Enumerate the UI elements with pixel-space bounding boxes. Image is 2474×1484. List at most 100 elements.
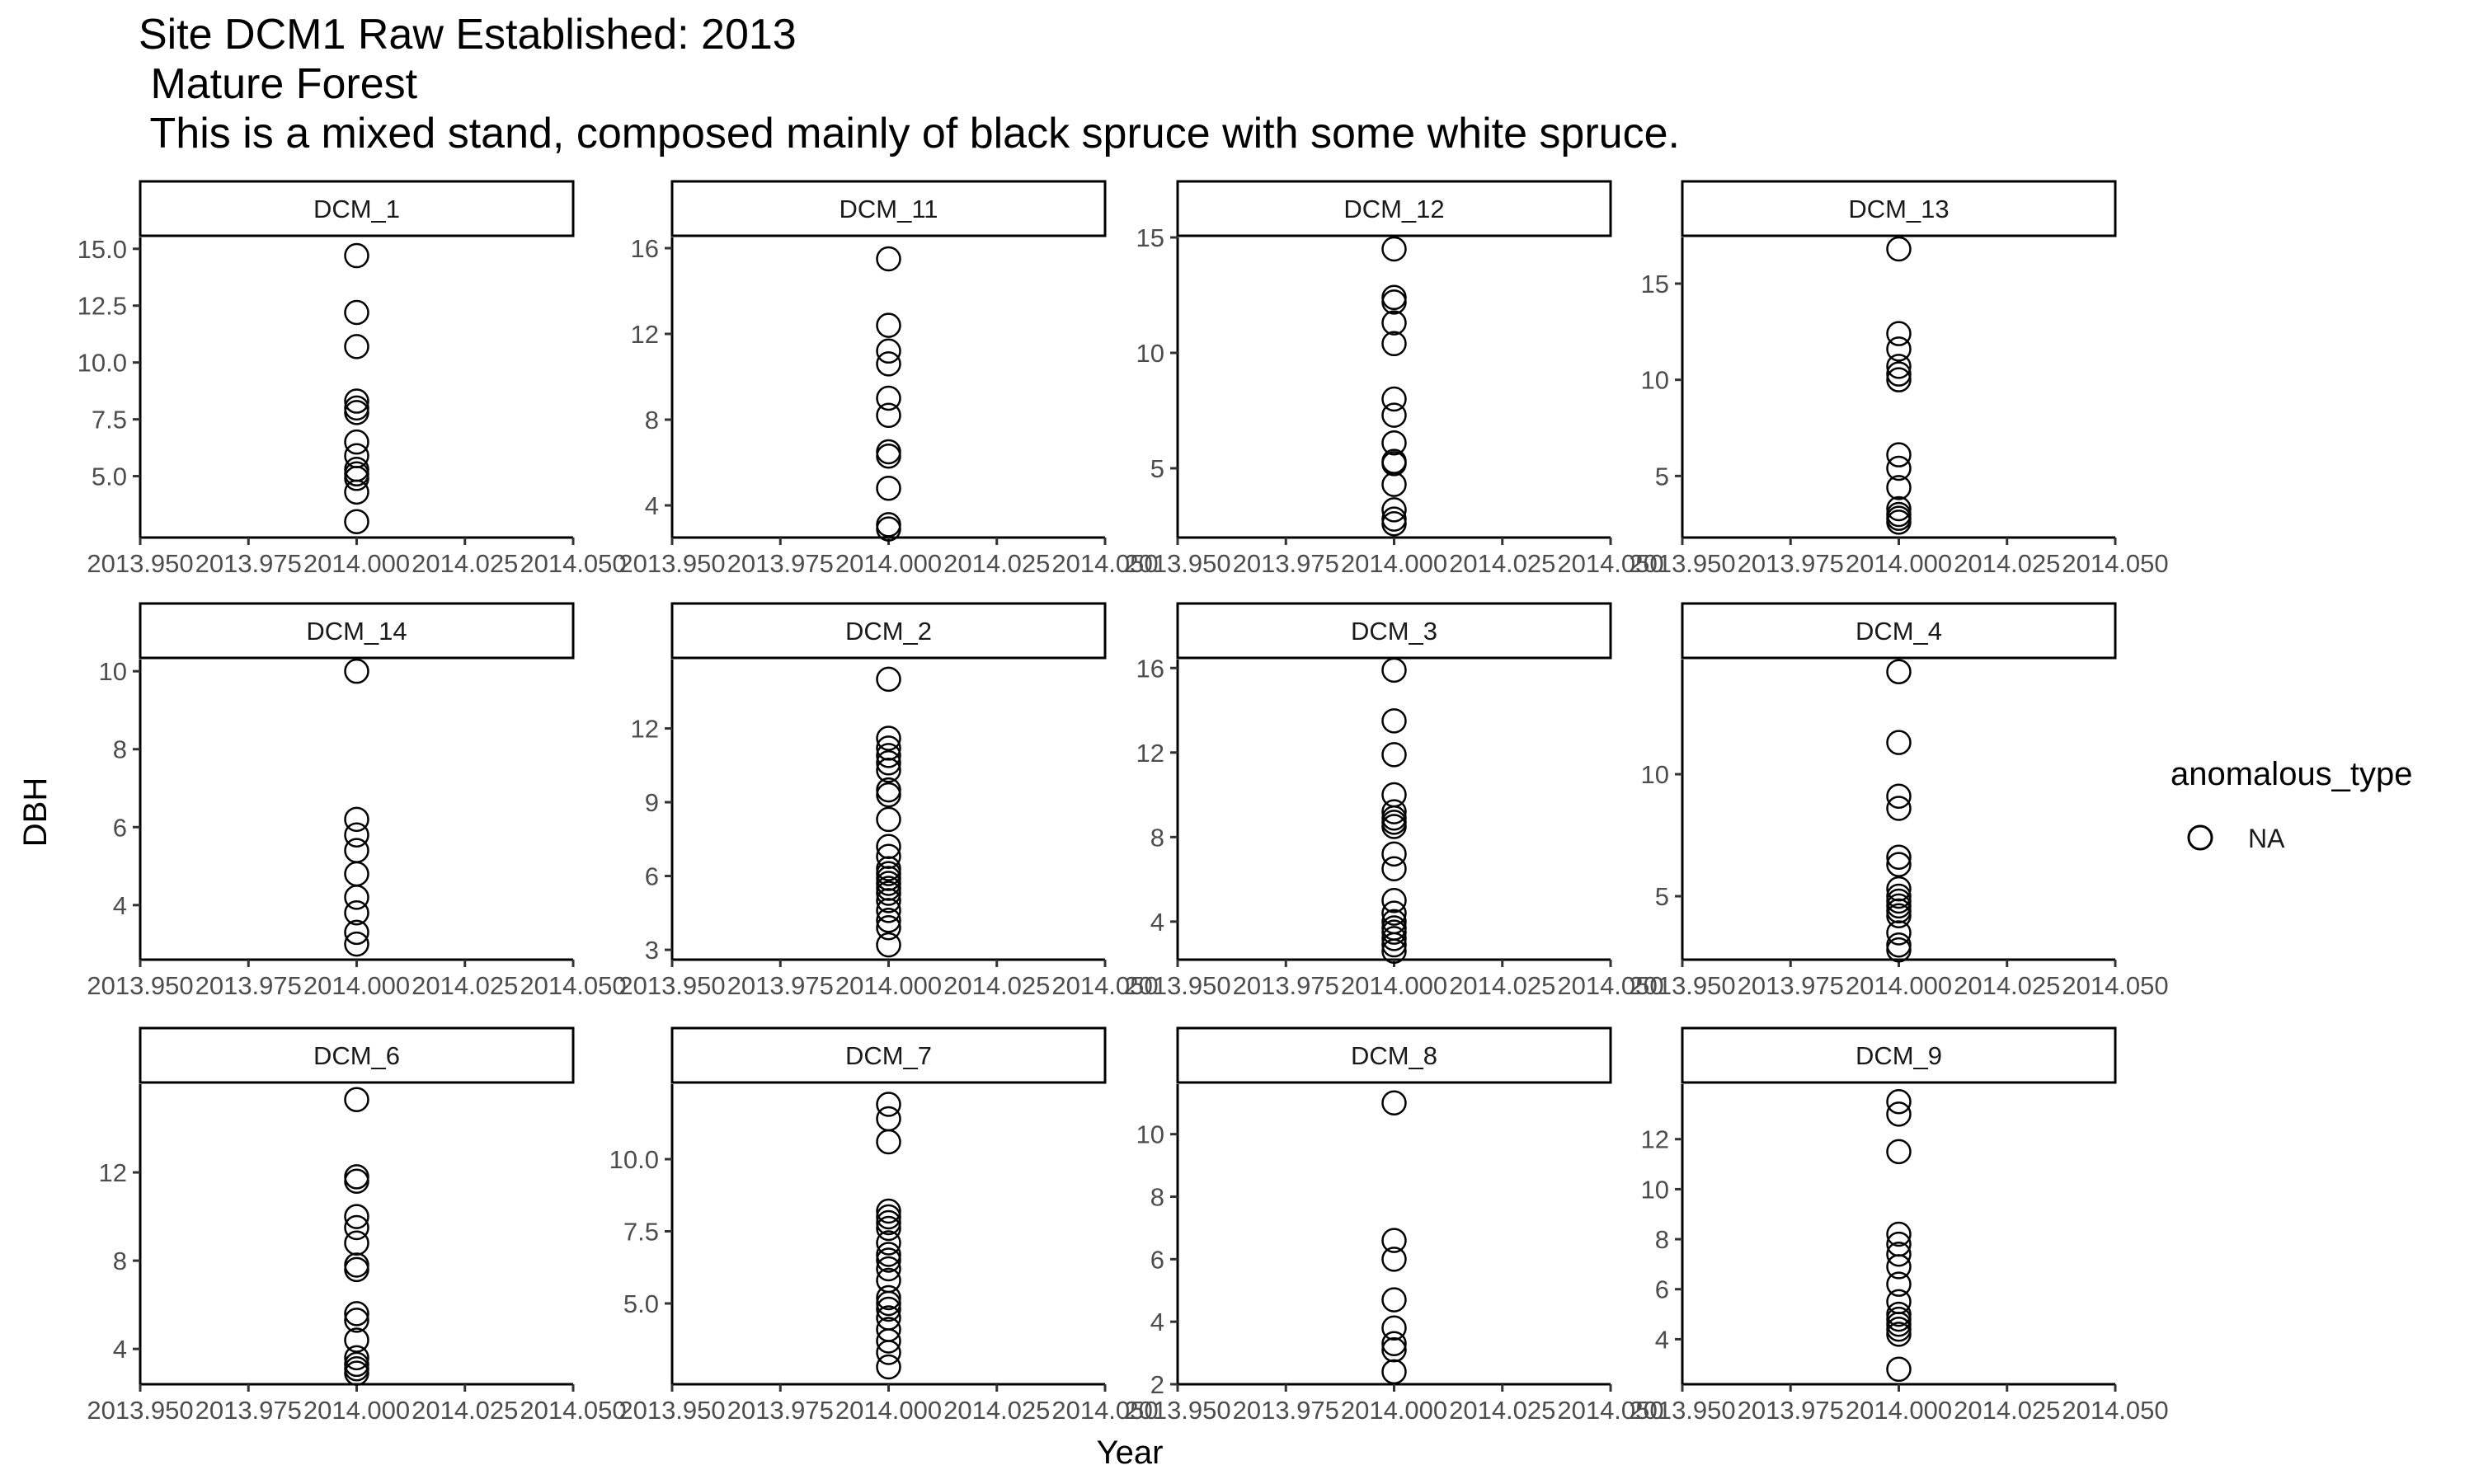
- data-point: [344, 658, 369, 684]
- data-point: [1381, 1315, 1407, 1341]
- y-tick-label: 16: [631, 234, 659, 263]
- x-tick-label: 2014.050: [1051, 971, 1158, 1000]
- data-point: [1381, 497, 1407, 523]
- x-tick-label: 2013.950: [1124, 971, 1230, 1000]
- x-tick-label: 2014.025: [1449, 1396, 1555, 1425]
- data-point: [1381, 926, 1407, 951]
- data-point: [1381, 430, 1407, 456]
- data-point: [1381, 386, 1407, 412]
- x-tick-label: 2014.050: [1051, 1396, 1158, 1425]
- x-tick-label: 2014.025: [1449, 971, 1555, 1000]
- data-point: [1886, 920, 1912, 946]
- data-point: [1381, 448, 1407, 474]
- data-point: [1886, 367, 1912, 392]
- y-tick-label: 10.0: [78, 349, 127, 378]
- data-point: [876, 475, 901, 501]
- y-tick-label: 10: [1641, 1175, 1669, 1204]
- x-tick-label: 2013.975: [727, 971, 834, 1000]
- x-tick-label: 2013.975: [1233, 1396, 1339, 1425]
- x-tick-label: 2014.000: [1341, 549, 1447, 578]
- data-point: [876, 1340, 901, 1365]
- data-point: [344, 479, 369, 505]
- data-point: [876, 312, 901, 338]
- x-tick-label: 2014.000: [303, 971, 410, 1000]
- x-tick-label: 2013.975: [1233, 549, 1339, 578]
- data-point: [876, 1106, 901, 1132]
- data-point: [876, 1284, 901, 1311]
- data-point: [876, 834, 901, 860]
- facet-strip-label: DCM_2: [845, 617, 932, 646]
- x-tick-label: 2013.975: [1233, 971, 1339, 1000]
- y-tick-label: 6: [645, 862, 659, 891]
- data-point: [344, 900, 369, 926]
- x-tick-label: 2013.950: [1124, 1396, 1230, 1425]
- data-point: [344, 400, 369, 425]
- x-tick-label: 2013.975: [195, 549, 302, 578]
- facet-strip-label: DCM_12: [1343, 195, 1444, 223]
- legend: anomalous_type NA: [2171, 756, 2413, 853]
- data-point: [876, 1092, 901, 1117]
- facet-strip: [1681, 180, 2117, 237]
- data-point: [1886, 796, 1912, 821]
- x-tick-label: 2013.975: [727, 549, 834, 578]
- data-point: [344, 1301, 369, 1327]
- data-point: [1381, 938, 1407, 964]
- data-point: [344, 1327, 369, 1353]
- data-point: [1381, 1090, 1407, 1115]
- data-point: [1381, 402, 1407, 428]
- x-tick-label: 2013.950: [618, 971, 725, 1000]
- y-tick-label: 4: [1655, 1325, 1669, 1354]
- y-tick-label: 10: [1136, 1120, 1164, 1149]
- data-point: [1381, 331, 1407, 357]
- y-tick-label: 3: [645, 936, 659, 965]
- x-tick-label: 2014.050: [520, 549, 626, 578]
- data-point: [876, 866, 901, 891]
- data-point: [1886, 1254, 1912, 1280]
- data-point: [344, 443, 369, 468]
- data-point: [344, 919, 369, 946]
- facet-strip-label: DCM_11: [839, 195, 938, 223]
- data-point: [876, 1204, 901, 1230]
- data-point: [1381, 289, 1407, 315]
- x-axis-title: Year: [1097, 1435, 1164, 1471]
- x-tick-label: 2013.975: [195, 971, 302, 1000]
- data-point: [876, 914, 901, 941]
- y-tick-label: 4: [113, 1335, 127, 1364]
- x-tick-label: 2014.025: [1954, 971, 2060, 1000]
- y-tick-label: 12: [1641, 1125, 1669, 1154]
- y-tick-label: 4: [1150, 1308, 1164, 1336]
- data-point: [344, 1230, 369, 1256]
- data-point: [876, 726, 901, 751]
- data-point: [876, 908, 901, 933]
- data-point: [1886, 336, 1912, 362]
- data-point: [1886, 1221, 1912, 1247]
- data-point: [1886, 1356, 1912, 1383]
- data-point: [1886, 1311, 1912, 1337]
- data-point: [876, 758, 901, 783]
- y-axis-title: DBH: [17, 777, 54, 847]
- facet-strip-label: DCM_14: [306, 617, 407, 646]
- x-tick-label: 2013.950: [87, 549, 193, 578]
- data-point: [876, 666, 901, 693]
- y-tick-label: 5: [1655, 882, 1669, 911]
- x-tick-label: 2014.025: [1954, 1396, 2060, 1425]
- y-tick-label: 12: [99, 1158, 127, 1187]
- x-tick-label: 2014.025: [943, 549, 1050, 578]
- data-point: [876, 351, 901, 377]
- data-point: [876, 806, 901, 833]
- data-point: [1886, 236, 1912, 262]
- x-tick-label: 2014.050: [2062, 1396, 2168, 1425]
- facet-strip: [139, 602, 575, 660]
- facet-strip-label: DCM_8: [1351, 1041, 1437, 1070]
- data-point: [344, 1345, 369, 1371]
- data-point: [1886, 903, 1912, 928]
- data-point: [344, 509, 369, 534]
- legend-entry-na: NA: [2248, 824, 2285, 853]
- y-tick-label: 7.5: [623, 1218, 659, 1247]
- y-tick-label: 15: [1641, 270, 1669, 298]
- data-point: [876, 782, 901, 808]
- facet-strip: [1176, 1026, 1612, 1084]
